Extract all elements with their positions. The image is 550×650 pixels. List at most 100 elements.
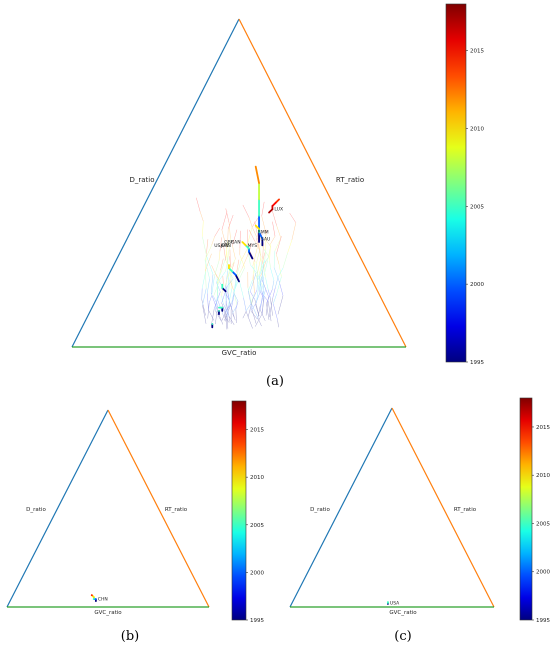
d-ratio-label: D_ratio (26, 507, 46, 513)
background-trajectory-segment (206, 293, 209, 311)
background-trajectory-segment (276, 236, 282, 255)
background-trajectory-segment (229, 249, 231, 268)
background-trajectory-segment (243, 297, 247, 312)
background-trajectory-segment (259, 259, 266, 276)
background-trajectory-segment (276, 254, 280, 265)
background-trajectory-segment (275, 276, 279, 288)
background-trajectory-segment (289, 212, 297, 223)
background-trajectory-segment (250, 264, 257, 273)
background-trajectory-segment (224, 312, 226, 322)
background-trajectory-segment (291, 222, 297, 241)
background-trajectory-segment (251, 303, 259, 319)
background-trajectory-segment (256, 238, 262, 257)
background-trajectory-segment (250, 293, 255, 304)
country-label-sau: SAU (261, 236, 270, 242)
colorbar-tick-label: 2015 (250, 428, 264, 434)
background-trajectory-segment (277, 320, 279, 328)
background-trajectory-segment (214, 227, 221, 237)
background-trajectory-segment (215, 305, 219, 325)
colorbar (445, 3, 467, 363)
background-trajectory-segment (221, 229, 227, 249)
background-trajectory-segment (227, 292, 231, 307)
background-trajectory-segment (225, 314, 228, 330)
rt-ratio-edge (107, 409, 210, 608)
background-trajectory-segment (225, 285, 227, 304)
country-label-jpn: JPN (220, 243, 228, 249)
background-trajectory-segment (211, 308, 215, 326)
background-trajectory-segment (231, 291, 235, 304)
background-trajectory-segment (246, 245, 251, 265)
country-label-can: CAN (231, 240, 241, 246)
trajectory-lux (268, 198, 280, 214)
panel-c: D_ratio RT_ratio GVC_ratio USA 1995 2000 2005 2… (289, 397, 550, 624)
country-label-usa: USA (214, 243, 224, 249)
background-trajectory-segment (227, 238, 231, 258)
background-trajectory-segment (257, 229, 264, 247)
colorbar-tick-label: 2000 (470, 282, 484, 288)
background-trajectory-segment (232, 245, 236, 259)
background-trajectory-segment (206, 278, 210, 294)
background-trajectory-segment (263, 249, 270, 257)
background-trajectory-segment (257, 318, 262, 327)
background-trajectory-segment (273, 293, 277, 304)
d-ratio-label: D_ratio (310, 507, 330, 513)
background-trajectory-segment (205, 239, 209, 257)
background-trajectory-segment (245, 310, 253, 329)
background-trajectory-segment (218, 251, 221, 261)
background-trajectory-segment (276, 276, 282, 295)
background-trajectory-segment (254, 240, 261, 249)
background-trajectory-segment (249, 251, 256, 262)
background-trajectory-segment (287, 240, 293, 253)
background-trajectory-segment (222, 276, 224, 284)
background-trajectory-segment (248, 279, 253, 291)
background-trajectory-segment (213, 291, 221, 309)
background-trajectory-segment (270, 236, 276, 245)
background-trajectory-segment (255, 290, 261, 305)
background-trajectory-segment (257, 306, 261, 320)
background-trajectory-segment (258, 275, 263, 291)
background-trajectory-segment (213, 296, 219, 306)
background-trajectory-segment (227, 214, 234, 229)
background-trajectory-segment (272, 287, 276, 298)
background-trajectory-segment (235, 309, 237, 324)
background-trajectory-segment (239, 281, 244, 298)
background-trajectory-segment (259, 248, 262, 262)
background-trajectory-segment (227, 277, 229, 293)
trajectory-rmm (254, 224, 264, 247)
colorbar-tick-label: 1995 (470, 360, 484, 366)
colorbar-tick-label: 2010 (470, 127, 484, 133)
background-trajectory-segment (276, 225, 282, 239)
background-trajectory-segment (221, 302, 229, 321)
panel-b: D_ratio RT_ratio GVC_ratio CHN 1995 2000 2005 2… (6, 400, 264, 624)
background-trajectories (196, 197, 297, 330)
background-trajectory-segment (263, 260, 268, 277)
background-trajectory-segment (242, 204, 250, 218)
background-trajectory-segment (228, 222, 231, 239)
background-trajectory-segment (215, 296, 218, 311)
background-trajectory-segment (217, 270, 221, 284)
background-trajectory-segment (240, 248, 248, 261)
background-trajectory-segment (223, 303, 230, 317)
background-trajectory-segment (235, 301, 239, 310)
trajectory-segment (268, 208, 274, 214)
background-trajectory-segment (256, 256, 262, 277)
background-trajectory-segment (277, 267, 284, 277)
rt-ratio-edge (391, 407, 495, 608)
d-ratio-edge (71, 18, 240, 348)
background-trajectory-segment (228, 271, 234, 279)
trajectory-segment (258, 231, 264, 240)
background-trajectory-segment (262, 242, 264, 259)
trajectory-chn (90, 594, 97, 602)
background-trajectory-segment (261, 252, 266, 265)
background-trajectory-segment (221, 310, 227, 321)
background-trajectory-segment (273, 250, 276, 268)
background-trajectory-segment (232, 229, 238, 246)
background-trajectory-segment (205, 256, 207, 273)
background-trajectory-segment (202, 305, 207, 324)
background-trajectory-segment (256, 284, 260, 303)
background-trajectory-segment (260, 275, 266, 290)
background-trajectory-segment (225, 262, 228, 272)
background-trajectory-segment (225, 303, 232, 311)
background-trajectory-segment (248, 229, 255, 242)
